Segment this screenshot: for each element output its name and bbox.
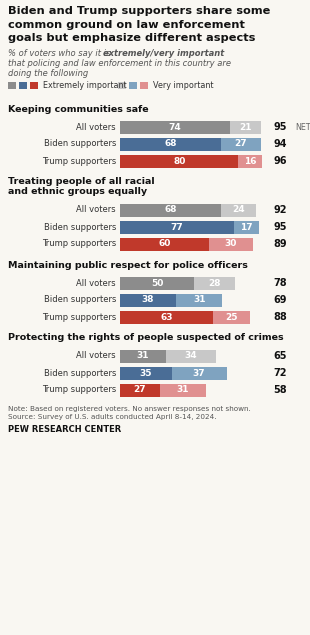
- Bar: [221, 203, 256, 217]
- Bar: [8, 81, 16, 88]
- Bar: [213, 311, 250, 323]
- Text: 95: 95: [273, 222, 286, 232]
- Bar: [176, 293, 222, 307]
- Bar: [140, 81, 148, 88]
- Bar: [120, 154, 238, 168]
- Bar: [209, 237, 253, 250]
- Text: 31: 31: [193, 295, 206, 305]
- Text: Treating people of all racial: Treating people of all racial: [8, 178, 155, 187]
- Text: Trump supporters: Trump supporters: [42, 385, 116, 394]
- Text: 17: 17: [240, 222, 253, 232]
- Text: 69: 69: [273, 295, 286, 305]
- Text: All voters: All voters: [76, 352, 116, 361]
- Text: All voters: All voters: [76, 206, 116, 215]
- Text: and ethnic groups equally: and ethnic groups equally: [8, 187, 147, 196]
- Bar: [229, 121, 261, 133]
- Text: common ground on law enforcement: common ground on law enforcement: [8, 20, 245, 29]
- Bar: [120, 349, 166, 363]
- Text: 92: 92: [273, 205, 286, 215]
- Bar: [30, 81, 38, 88]
- Text: 68: 68: [164, 140, 177, 149]
- Text: 95: 95: [273, 122, 286, 132]
- Text: NET: NET: [295, 123, 310, 131]
- Text: 74: 74: [168, 123, 181, 131]
- Text: 16: 16: [244, 156, 256, 166]
- Bar: [120, 237, 209, 250]
- Bar: [160, 384, 206, 396]
- Text: Trump supporters: Trump supporters: [42, 312, 116, 321]
- Text: 30: 30: [225, 239, 237, 248]
- Text: 38: 38: [142, 295, 154, 305]
- Text: 78: 78: [273, 278, 287, 288]
- Text: 60: 60: [158, 239, 170, 248]
- Bar: [120, 220, 234, 234]
- Bar: [19, 81, 27, 88]
- Text: Biden and Trump supporters share some: Biden and Trump supporters share some: [8, 6, 270, 16]
- Text: 63: 63: [160, 312, 173, 321]
- Text: Trump supporters: Trump supporters: [42, 239, 116, 248]
- Text: Protecting the rights of people suspected of crimes: Protecting the rights of people suspecte…: [8, 333, 284, 342]
- Bar: [120, 276, 194, 290]
- Text: Maintaining public respect for police officers: Maintaining public respect for police of…: [8, 260, 248, 269]
- Bar: [120, 121, 229, 133]
- Text: 65: 65: [273, 351, 286, 361]
- Bar: [120, 293, 176, 307]
- Bar: [120, 384, 160, 396]
- Bar: [120, 203, 221, 217]
- Text: Extremely important: Extremely important: [43, 81, 126, 91]
- Text: extremely/very important: extremely/very important: [103, 48, 224, 58]
- Text: Source: Survey of U.S. adults conducted April 8-14, 2024.: Source: Survey of U.S. adults conducted …: [8, 415, 216, 420]
- Text: Note: Based on registered voters. No answer responses not shown.: Note: Based on registered voters. No ans…: [8, 406, 251, 413]
- Bar: [120, 366, 172, 380]
- Text: Biden supporters: Biden supporters: [44, 140, 116, 149]
- Text: doing the following: doing the following: [8, 69, 88, 77]
- Bar: [221, 138, 261, 150]
- Bar: [234, 220, 259, 234]
- Text: 77: 77: [170, 222, 183, 232]
- Text: Very important: Very important: [153, 81, 214, 91]
- Text: 27: 27: [134, 385, 146, 394]
- Text: 25: 25: [225, 312, 238, 321]
- Text: 89: 89: [273, 239, 287, 249]
- Text: 37: 37: [193, 368, 206, 377]
- Text: % of voters who say it is: % of voters who say it is: [8, 48, 113, 58]
- Text: 80: 80: [173, 156, 185, 166]
- Text: 58: 58: [273, 385, 287, 395]
- Text: goals but emphasize different aspects: goals but emphasize different aspects: [8, 33, 255, 43]
- Text: 72: 72: [273, 368, 286, 378]
- Text: 27: 27: [234, 140, 247, 149]
- Bar: [120, 311, 213, 323]
- Text: Biden supporters: Biden supporters: [44, 368, 116, 377]
- Text: 68: 68: [164, 206, 177, 215]
- Text: Trump supporters: Trump supporters: [42, 156, 116, 166]
- Bar: [238, 154, 262, 168]
- Bar: [172, 366, 227, 380]
- Text: Keeping communities safe: Keeping communities safe: [8, 105, 148, 114]
- Text: 24: 24: [232, 206, 245, 215]
- Text: All voters: All voters: [76, 123, 116, 131]
- Bar: [194, 276, 235, 290]
- Text: 31: 31: [177, 385, 189, 394]
- Text: All voters: All voters: [76, 279, 116, 288]
- Bar: [129, 81, 137, 88]
- Text: 88: 88: [273, 312, 287, 322]
- Bar: [118, 81, 126, 88]
- Text: Biden supporters: Biden supporters: [44, 222, 116, 232]
- Text: PEW RESEARCH CENTER: PEW RESEARCH CENTER: [8, 425, 121, 434]
- Text: 31: 31: [137, 352, 149, 361]
- Bar: [166, 349, 216, 363]
- Bar: [120, 138, 221, 150]
- Text: 94: 94: [273, 139, 286, 149]
- Text: 34: 34: [185, 352, 197, 361]
- Text: that policing and law enforcement in this country are: that policing and law enforcement in thi…: [8, 58, 231, 67]
- Text: 96: 96: [273, 156, 286, 166]
- Text: 21: 21: [239, 123, 251, 131]
- Text: 35: 35: [140, 368, 152, 377]
- Text: 50: 50: [151, 279, 163, 288]
- Text: 28: 28: [208, 279, 221, 288]
- Text: Biden supporters: Biden supporters: [44, 295, 116, 305]
